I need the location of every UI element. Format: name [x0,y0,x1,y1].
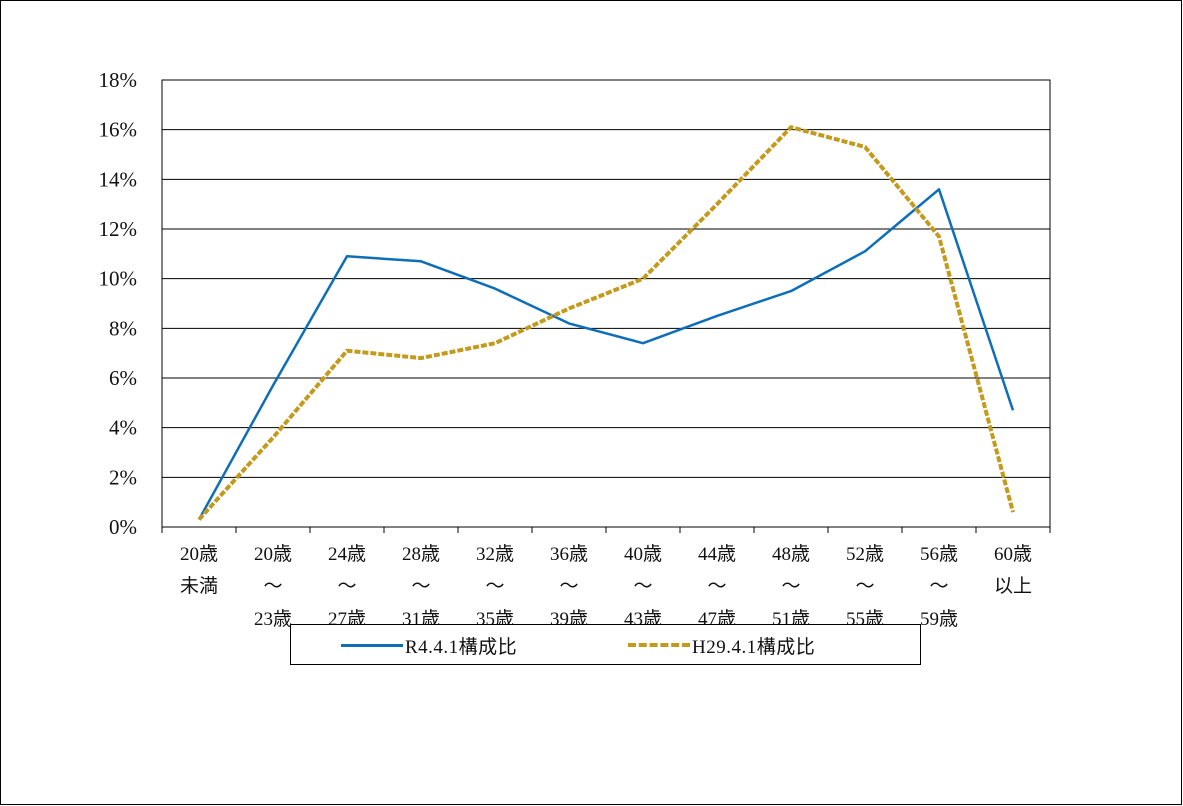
x-tick-label: 20歳 [254,543,292,565]
legend: R4.4.1構成比 H29.4.1構成比 [290,624,921,665]
x-tick-label: 56歳 [920,543,958,565]
x-tick-label-mid: ～ [559,576,578,597]
x-tick-label: 20歳 [180,543,218,565]
y-tick-label: 16% [99,118,138,142]
x-tick-label: 36歳 [550,543,588,565]
legend-label: H29.4.1構成比 [692,636,816,658]
x-tick-label: 52歳 [846,543,884,565]
legend-swatch-dashed [628,643,690,647]
x-tick-label-mid: 未満 [180,575,218,597]
y-tick-label: 14% [99,167,138,191]
y-tick-label: 4% [109,416,137,440]
x-tick-label: 60歳 [994,543,1032,565]
data-series [197,125,1015,521]
y-tick-label: 0% [109,515,137,539]
series-line-h29 [197,125,1015,521]
x-tick-label-mid: ～ [633,576,652,597]
x-tick-label-mid: ～ [337,576,356,597]
y-tick-label: 8% [109,316,137,340]
x-tick-label: 28歳 [402,543,440,565]
x-tick-label: 32歳 [476,543,514,565]
y-tick-label: 2% [109,465,137,489]
x-tick-label-mid: ～ [707,576,726,597]
x-tick-label: 24歳 [328,543,366,565]
x-tick-label-mid: ～ [781,576,800,597]
x-tick-label-mid: ～ [929,576,948,597]
y-tick-label: 12% [99,217,138,241]
legend-item-h29: H29.4.1構成比 [628,633,816,658]
y-tick-label: 18% [99,68,138,92]
x-tick-label-mid: ～ [485,576,504,597]
series-line-r4 [197,188,1015,521]
x-axis-ticks: 20歳未満20歳～23歳24歳～27歳28歳～31歳32歳～35歳36歳～39歳… [161,527,1051,630]
legend-item-r4: R4.4.1構成比 [341,633,518,658]
x-tick-label-mid: ～ [263,576,282,597]
y-axis-ticks: 0% 2% 4% 6% 8% 10% 12% 14% 16% 18% [99,68,138,539]
x-tick-label-mid: ～ [411,576,430,597]
x-tick-label: 48歳 [772,543,810,565]
y-tick-label: 10% [99,267,138,291]
x-tick-label-mid: 以上 [994,575,1032,597]
legend-label: R4.4.1構成比 [405,636,518,658]
x-tick-label-mid: ～ [855,576,874,597]
x-tick-label: 40歳 [624,543,662,565]
gridlines [162,129,1050,478]
y-tick-label: 6% [109,366,137,390]
x-tick-label-end: 59歳 [920,608,958,630]
x-tick-label: 44歳 [698,543,736,565]
plot-area-border [161,79,1051,528]
legend-swatch-solid [341,643,403,647]
x-tick-label-end: 23歳 [254,608,292,630]
